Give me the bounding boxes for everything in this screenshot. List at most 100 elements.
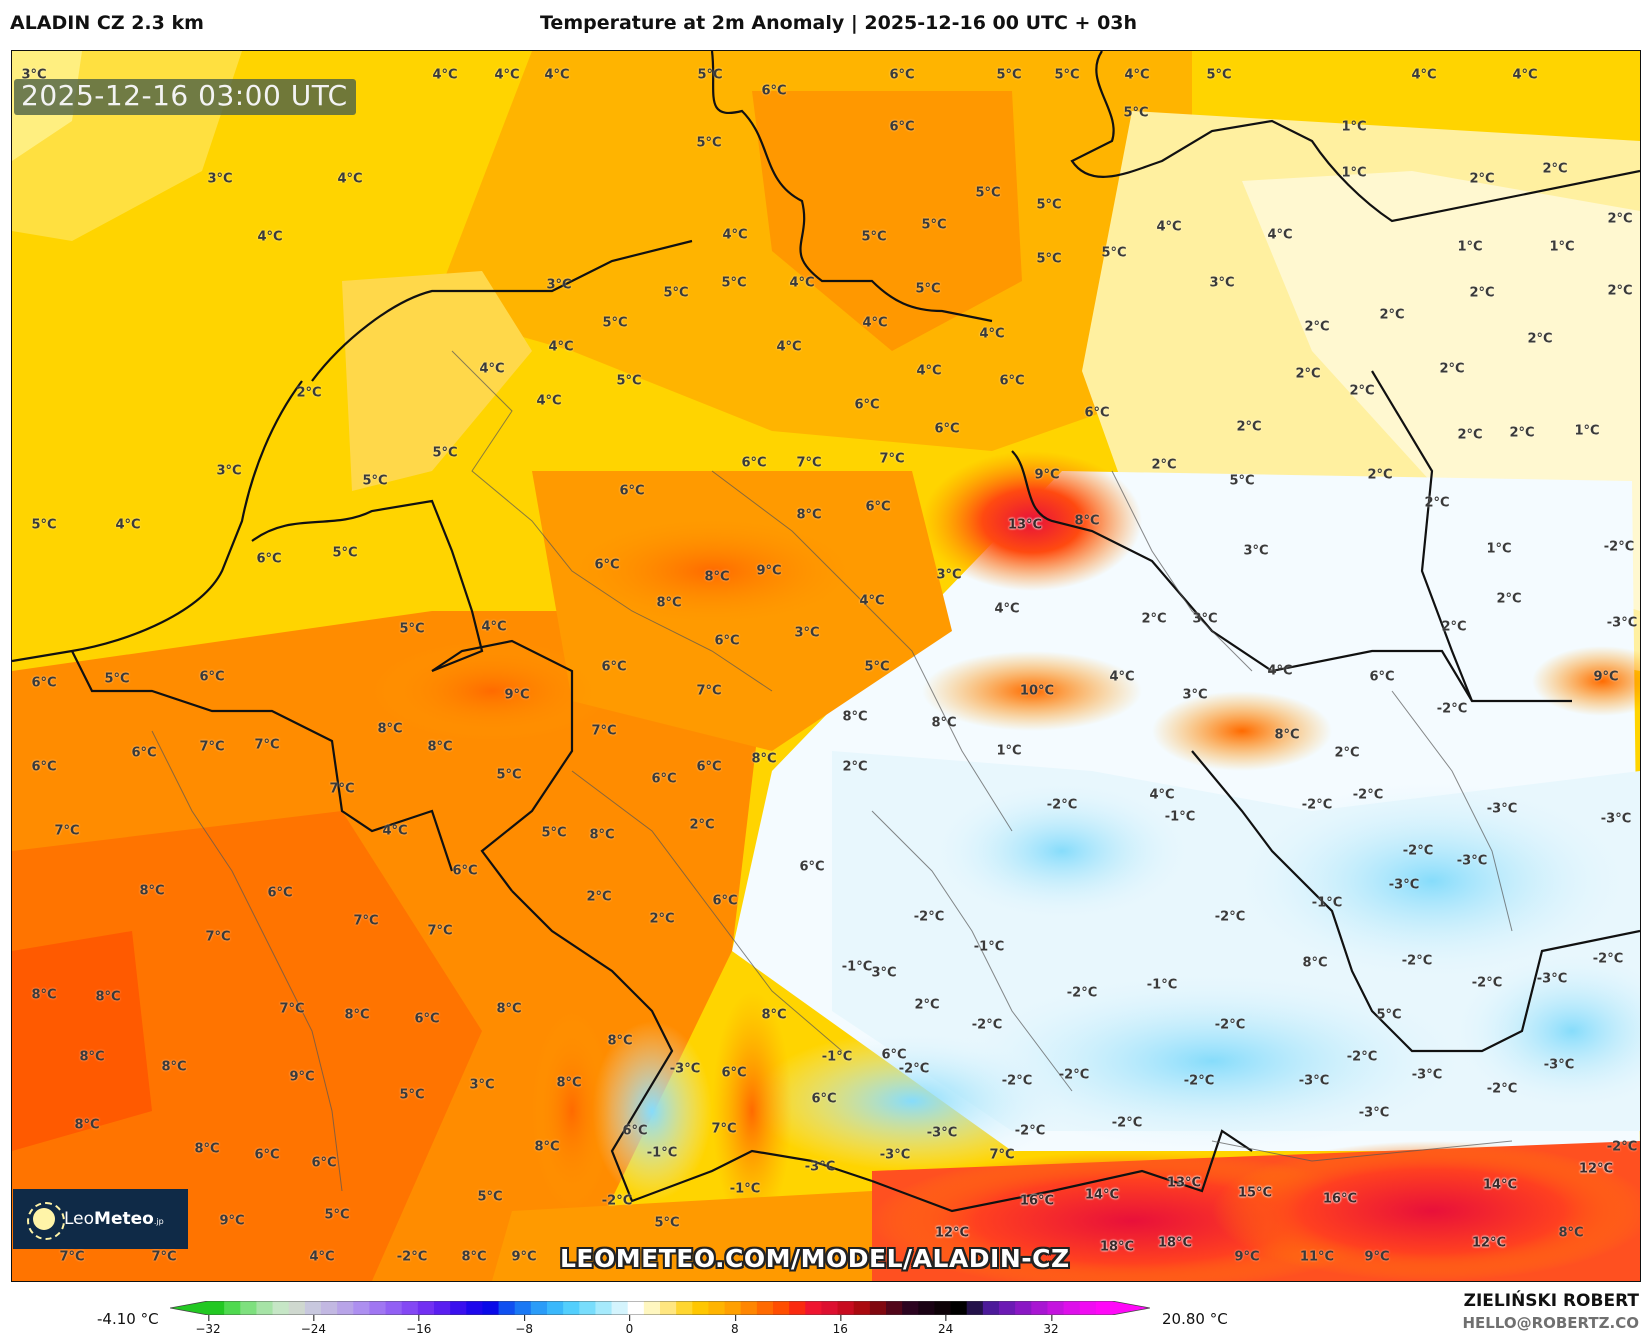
temperature-label: 2°C <box>689 817 715 833</box>
temperature-label: 5°C <box>663 285 689 301</box>
temperature-label: 4°C <box>257 229 283 245</box>
temperature-label: 12°C <box>934 1225 970 1241</box>
temperature-label: 5°C <box>399 621 425 637</box>
temperature-label: 5°C <box>921 217 947 233</box>
temperature-label: 7°C <box>54 823 80 839</box>
temperature-label: 9°C <box>504 687 530 703</box>
temperature-label: -2°C <box>396 1249 428 1265</box>
temperature-label: 7°C <box>591 723 617 739</box>
temperature-label: 6°C <box>741 455 767 471</box>
temperature-label: 1°C <box>1457 239 1483 255</box>
temperature-label: 12°C <box>1578 1161 1614 1177</box>
temperature-label: 8°C <box>931 715 957 731</box>
temperature-label: 8°C <box>761 1007 787 1023</box>
temperature-label: 2°C <box>1295 366 1321 382</box>
temperature-label: 8°C <box>161 1059 187 1075</box>
temperature-label: 7°C <box>254 737 280 753</box>
temperature-label: 4°C <box>776 339 802 355</box>
temperature-label: 6°C <box>311 1155 337 1171</box>
temperature-label: 6°C <box>31 675 57 691</box>
temperature-label: 5°C <box>496 767 522 783</box>
temperature-label: 5°C <box>696 135 722 151</box>
temperature-label: 8°C <box>427 739 453 755</box>
temperature-label: 6°C <box>1084 405 1110 421</box>
temperature-label: 18°C <box>1099 1239 1135 1255</box>
temperature-label: 6°C <box>865 499 891 515</box>
temperature-label: 9°C <box>756 563 782 579</box>
temperature-label: 2°C <box>1141 611 1167 627</box>
temperature-label: 6°C <box>889 119 915 135</box>
temperature-label: 5°C <box>721 275 747 291</box>
temperature-label: 4°C <box>994 601 1020 617</box>
temperature-label: -2°C <box>1001 1073 1033 1089</box>
temperature-label: 2°C <box>1542 161 1568 177</box>
temperature-label: 5°C <box>654 1215 680 1231</box>
temperature-label: -2°C <box>1402 843 1434 859</box>
temperature-label: 5°C <box>915 281 941 297</box>
temperature-label: 4°C <box>337 171 363 187</box>
temperature-label: 7°C <box>199 739 225 755</box>
colorbar-tick-label: 8 <box>731 1315 739 1336</box>
temperature-label: 5°C <box>616 373 642 389</box>
temperature-label: -2°C <box>601 1193 633 1209</box>
temperature-label: 8°C <box>377 721 403 737</box>
temperature-label: 4°C <box>115 517 141 533</box>
colorbar-ticks: −32 −24 −16 −8 0 8 16 24 32 <box>0 1315 1649 1338</box>
temperature-label: 6°C <box>881 1047 907 1063</box>
temperature-label: -3°C <box>1456 853 1488 869</box>
temperature-label: 2°C <box>1334 745 1360 761</box>
temperature-label: 3°C <box>21 67 47 83</box>
temperature-label: 2°C <box>1441 619 1467 635</box>
temperature-label: 1°C <box>1341 119 1367 135</box>
temperature-label: -2°C <box>1606 1139 1638 1155</box>
watermark-url: LEOMETEO.COM/MODEL/ALADIN-CZ <box>560 1244 1070 1273</box>
temperature-label: 8°C <box>31 987 57 1003</box>
temperature-label: 6°C <box>714 633 740 649</box>
temperature-label: 2°C <box>1424 495 1450 511</box>
temperature-label: 8°C <box>534 1139 560 1155</box>
temperature-label: 6°C <box>696 759 722 775</box>
temperature-label: -2°C <box>1352 787 1384 803</box>
temperature-label: 4°C <box>479 361 505 377</box>
temperature-label: 14°C <box>1482 1177 1518 1193</box>
temperature-label: 6°C <box>619 483 645 499</box>
temperature-label: 4°C <box>1156 219 1182 235</box>
temperature-label: 1°C <box>1574 423 1600 439</box>
temperature-label: 2°C <box>296 385 322 401</box>
temperature-label: 7°C <box>427 923 453 939</box>
temperature-label: 7°C <box>151 1249 177 1265</box>
temperature-label: 7°C <box>205 929 231 945</box>
temperature-label: -2°C <box>1111 1115 1143 1131</box>
temperature-label: 8°C <box>194 1141 220 1157</box>
temperature-label: 5°C <box>996 67 1022 83</box>
temperature-label: -1°C <box>841 959 873 975</box>
temperature-label: 6°C <box>622 1123 648 1139</box>
temperature-label: -2°C <box>1214 909 1246 925</box>
temperature-label: 3°C <box>207 171 233 187</box>
temperature-label: 3°C <box>546 277 572 293</box>
temperature-label: 6°C <box>256 551 282 567</box>
temperature-label: 2°C <box>1496 591 1522 607</box>
temperature-label: 6°C <box>651 771 677 787</box>
model-name: ALADIN CZ 2.3 km <box>10 12 204 34</box>
temperature-label: -1°C <box>729 1181 761 1197</box>
temperature-label: 9°C <box>1593 669 1619 685</box>
colorbar-tick-label: 0 <box>625 1315 634 1336</box>
temperature-label: -3°C <box>1543 1057 1575 1073</box>
temperature-label: 6°C <box>199 669 225 685</box>
temperature-label: -2°C <box>1301 797 1333 813</box>
temperature-label: 4°C <box>1267 663 1293 679</box>
temperature-label: 2°C <box>1439 361 1465 377</box>
temperature-label: 4°C <box>1267 227 1293 243</box>
temperature-label: 7°C <box>696 683 722 699</box>
valid-time-stamp: 2025-12-16 03:00 UTC <box>14 79 356 115</box>
temperature-label: 5°C <box>324 1207 350 1223</box>
temperature-label: 6°C <box>254 1147 280 1163</box>
temperature-label: 2°C <box>586 889 612 905</box>
temperature-label: 6°C <box>761 83 787 99</box>
temperature-label: 6°C <box>414 1011 440 1027</box>
temperature-label: -2°C <box>1214 1017 1246 1033</box>
temperature-label: 1°C <box>1341 165 1367 181</box>
temperature-label: -3°C <box>1536 971 1568 987</box>
temperature-label: 5°C <box>1054 67 1080 83</box>
